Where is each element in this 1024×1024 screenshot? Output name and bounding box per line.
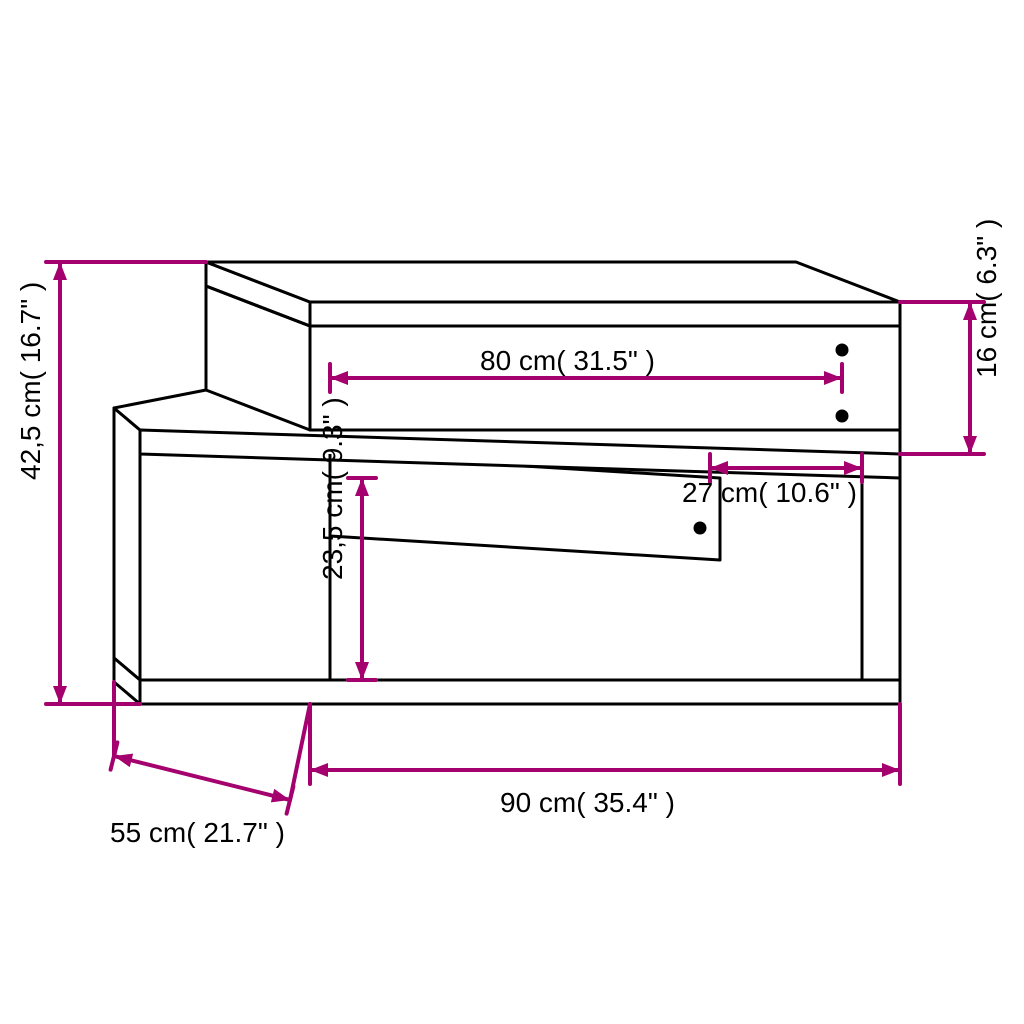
dimension-label: 80 cm( 31.5" ) (480, 345, 655, 376)
fastener-dot (837, 345, 847, 355)
dimension-label: 55 cm( 21.7" ) (110, 817, 285, 848)
dimension-label: 16 cm( 6.3" ) (971, 219, 1002, 378)
dimension-diagram: 42,5 cm( 16.7" ) 16 cm( 6.3" ) 23,5 cm( 9.… (0, 0, 1024, 1024)
dimension-label: 23,5 cm( 9.3" ) (317, 397, 348, 580)
dimension-label: 42,5 cm( 16.7" ) (15, 282, 46, 480)
fastener-dot (695, 523, 705, 533)
dimension-label: 90 cm( 35.4" ) (500, 787, 675, 818)
fastener-dot (837, 411, 847, 421)
dimension-label: 27 cm( 10.6" ) (682, 477, 857, 508)
